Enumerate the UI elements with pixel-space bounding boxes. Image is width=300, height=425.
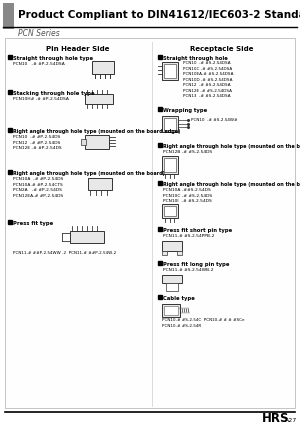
Text: PCN10C -# #S-2.54DSA: PCN10C -# #S-2.54DSA [183, 66, 232, 71]
Text: PCN10  -# #S-2.54W#: PCN10 -# #S-2.54W# [191, 118, 238, 122]
Text: PCN10I  -# #S-2.54DS: PCN10I -# #S-2.54DS [163, 199, 212, 203]
Text: PCN10  -# #P-2.54DS: PCN10 -# #P-2.54DS [13, 135, 60, 139]
Text: Wrapping type: Wrapping type [163, 108, 207, 113]
Text: Straight through hole: Straight through hole [163, 56, 228, 61]
Text: PCN13  -# #S-2.54DSA: PCN13 -# #S-2.54DSA [183, 94, 231, 98]
Bar [5, 38, 295, 408]
Bar [162, 241, 182, 251]
Bar [162, 156, 178, 174]
Bar [162, 304, 180, 317]
Text: Press fit short pin type: Press fit short pin type [163, 228, 232, 233]
Text: PCN10-# #S-2.54C  PCN10-# # # #SCe: PCN10-# #S-2.54C PCN10-# # # #SCe [162, 318, 244, 322]
Text: PCN10-# #S-2.54R: PCN10-# #S-2.54R [162, 324, 201, 328]
Text: PCN12  -# #P-2.54DS: PCN12 -# #P-2.54DS [13, 141, 60, 145]
Bar [164, 158, 176, 172]
Bar [88, 178, 112, 190]
Text: Stacking through hole type: Stacking through hole type [13, 91, 94, 96]
Text: PCN12EA-# #P-2.54DS: PCN12EA-# #P-2.54DS [13, 193, 63, 198]
Text: HRS: HRS [262, 411, 289, 425]
Text: Press fit long pin type: Press fit long pin type [163, 262, 230, 267]
Text: Pin Header Side: Pin Header Side [46, 46, 110, 52]
Text: PCN12E -# #S-2.54DSA: PCN12E -# #S-2.54DSA [183, 88, 232, 93]
Text: PCN10A -##S-2.54DS: PCN10A -##S-2.54DS [163, 188, 211, 192]
Text: PCN12  -# #S-2.54DSA: PCN12 -# #S-2.54DSA [183, 83, 231, 87]
Bar [166, 283, 178, 291]
Text: PCN10A  -# #P-2.54DS: PCN10A -# #P-2.54DS [13, 177, 63, 181]
Text: PCN11-# #S-2.54PPB-2: PCN11-# #S-2.54PPB-2 [163, 234, 214, 238]
Text: Right angle through hole type (mounted on the board edge): Right angle through hole type (mounted o… [163, 144, 300, 149]
Bar [70, 231, 104, 243]
Bar [3, 3, 14, 29]
Bar [162, 62, 178, 80]
Text: Right angle through hole type (mounted on the board): Right angle through hole type (mounted o… [13, 171, 165, 176]
Bar [162, 275, 182, 283]
Bar [164, 206, 176, 216]
Text: PCN10C -# #S-2.54DS: PCN10C -# #S-2.54DS [163, 193, 212, 198]
Bar [162, 251, 167, 255]
Text: PCN10H# -# #P-2.54DSA: PCN10H# -# #P-2.54DSA [13, 97, 69, 101]
Bar [177, 251, 182, 255]
Text: Product Compliant to DIN41612/IEC603-2 Standard: Product Compliant to DIN41612/IEC603-2 S… [18, 10, 300, 20]
Text: PCN12B -# #S-2.54DS: PCN12B -# #S-2.54DS [163, 150, 212, 154]
Text: PCN2A   -# #P-2.54DS: PCN2A -# #P-2.54DS [13, 188, 62, 192]
Text: PCN10  -# #S-2.54DSA: PCN10 -# #S-2.54DSA [183, 61, 231, 65]
Text: PCN10A-# #P-2.54CTS: PCN10A-# #P-2.54CTS [13, 182, 63, 187]
Bar [164, 64, 176, 78]
Text: A27: A27 [285, 417, 297, 422]
Bar [81, 139, 86, 145]
Bar [85, 94, 113, 104]
Text: Straight through hole type: Straight through hole type [13, 56, 93, 61]
Text: PCN12E -# #P-2.54DS: PCN12E -# #P-2.54DS [13, 146, 61, 150]
Bar [164, 118, 176, 130]
Bar [162, 204, 178, 218]
Text: PCN11-# ##P-2.54WW -2  PCN11-# ##P-2.54W-2: PCN11-# ##P-2.54WW -2 PCN11-# ##P-2.54W-… [13, 251, 116, 255]
Text: Cable type: Cable type [163, 296, 195, 301]
Bar [164, 306, 178, 315]
Text: PCN Series: PCN Series [18, 28, 60, 37]
Text: Receptacle Side: Receptacle Side [190, 46, 254, 52]
Text: Right angle through hole type (mounted on the board edge): Right angle through hole type (mounted o… [13, 129, 180, 134]
Text: PCN10EA-# #S-2.54DSA: PCN10EA-# #S-2.54DSA [183, 72, 233, 76]
Text: PCN11-# #S-2.54WB-2: PCN11-# #S-2.54WB-2 [163, 268, 214, 272]
Bar [162, 116, 178, 132]
Text: Right angle through hole type (mounted on the board): Right angle through hole type (mounted o… [163, 182, 300, 187]
Bar [85, 135, 109, 149]
Text: Press fit type: Press fit type [13, 221, 53, 226]
Bar [92, 61, 114, 74]
Text: PCN10D -# #S-2.54DSA: PCN10D -# #S-2.54DSA [183, 77, 232, 82]
Text: PCN10   -# #P-2.54DSA: PCN10 -# #P-2.54DSA [13, 62, 65, 66]
